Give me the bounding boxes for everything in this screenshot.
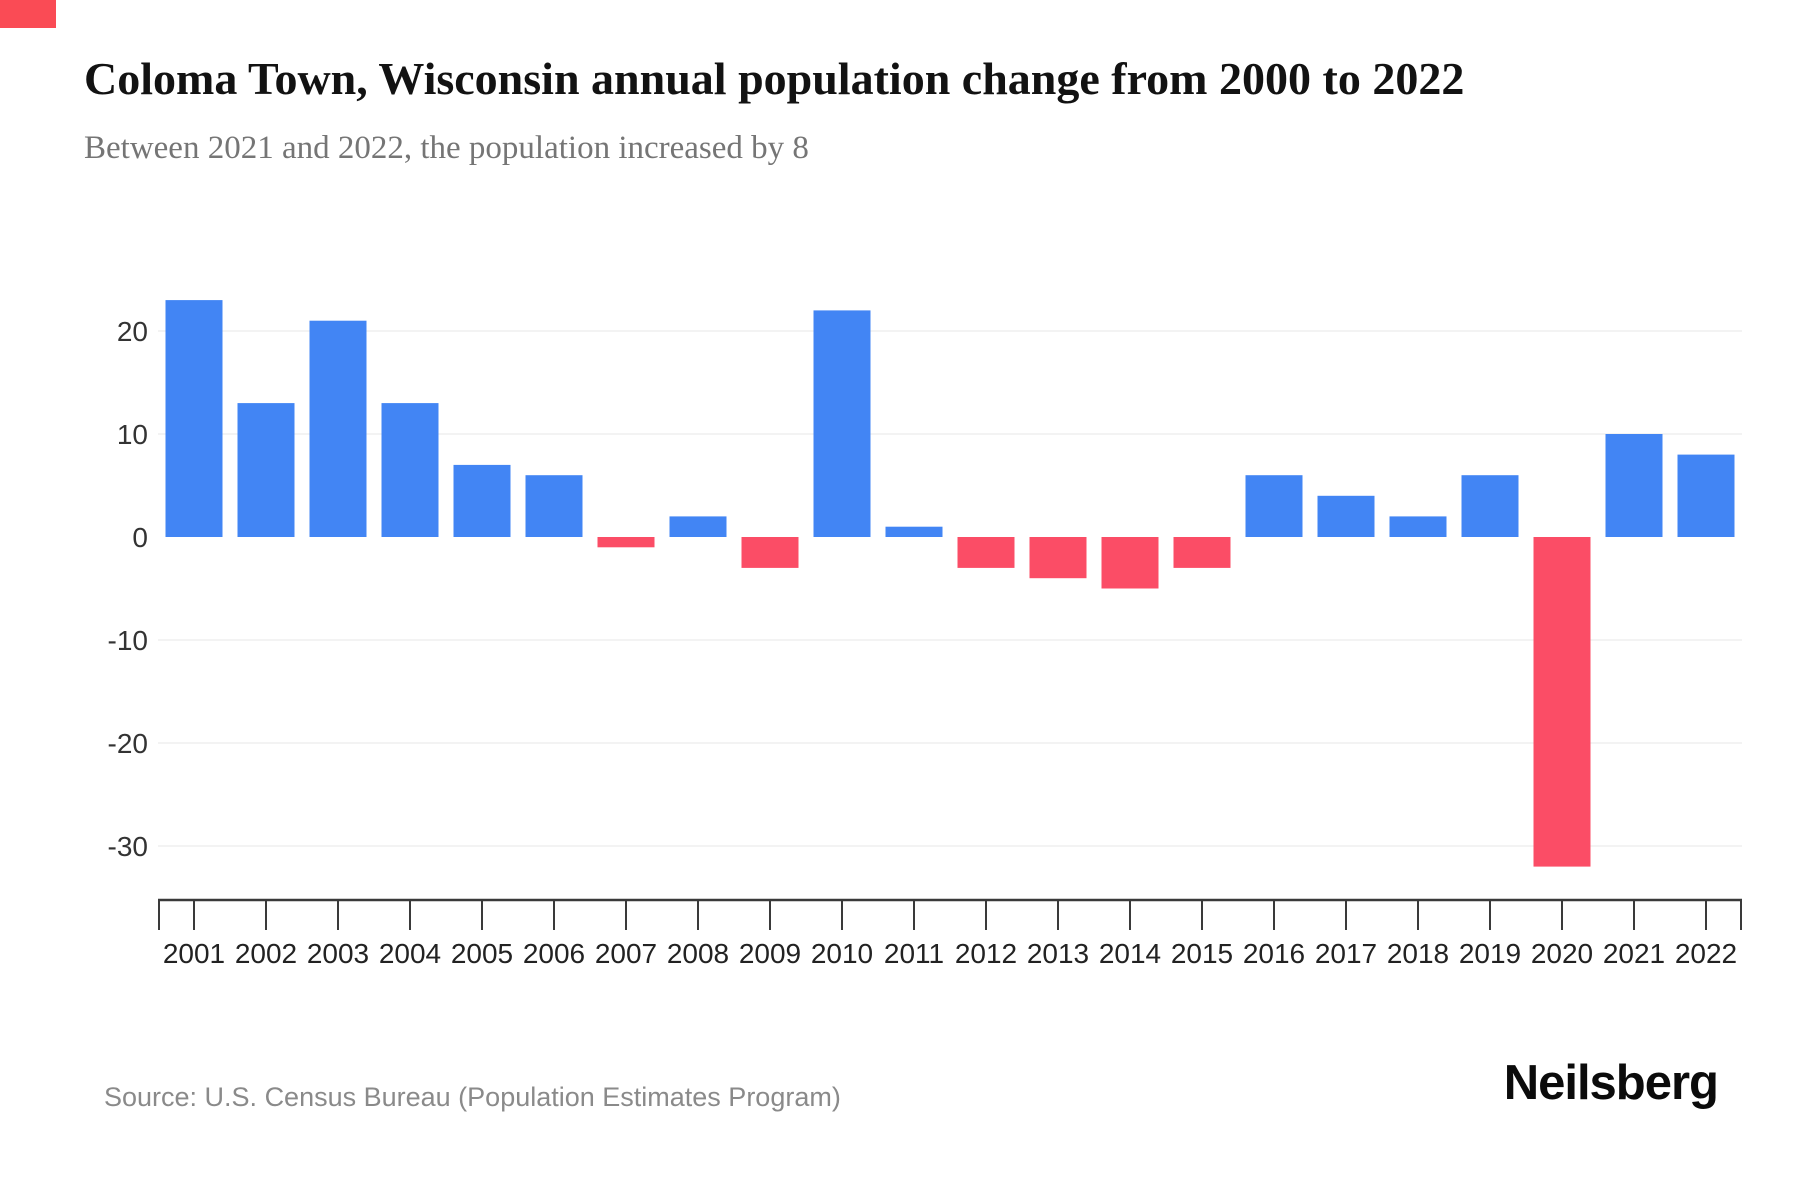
x-tick-label-2010: 2010 (811, 938, 873, 969)
bar-2007[interactable] (597, 537, 655, 548)
x-tick-label-2006: 2006 (523, 938, 585, 969)
recording-indicator (0, 0, 56, 28)
bar-2013[interactable] (1029, 537, 1087, 579)
x-tick-label-2018: 2018 (1387, 938, 1449, 969)
bar-2006[interactable] (525, 475, 583, 537)
y-tick-label--30: -30 (108, 831, 148, 862)
chart-title: Coloma Town, Wisconsin annual population… (84, 53, 1465, 104)
y-tick-label-0: 0 (132, 522, 148, 553)
bar-2021[interactable] (1605, 434, 1663, 537)
y-tick-label--20: -20 (108, 728, 148, 759)
bar-2010[interactable] (813, 310, 871, 537)
x-tick-label-2015: 2015 (1171, 938, 1233, 969)
x-tick-label-2004: 2004 (379, 938, 441, 969)
x-tick-label-2011: 2011 (884, 938, 944, 969)
bar-2011[interactable] (885, 526, 943, 537)
x-tick-label-2009: 2009 (739, 938, 801, 969)
x-tick-label-2021: 2021 (1603, 938, 1665, 969)
bar-2009[interactable] (741, 537, 799, 568)
bar-2015[interactable] (1173, 537, 1231, 568)
bar-2020[interactable] (1533, 537, 1591, 867)
x-tick-label-2017: 2017 (1315, 938, 1377, 969)
source-text: Source: U.S. Census Bureau (Population E… (104, 1082, 841, 1112)
x-tick-label-2020: 2020 (1531, 938, 1593, 969)
x-tick-label-2001: 2001 (163, 938, 225, 969)
bar-2019[interactable] (1461, 475, 1519, 537)
bar-2002[interactable] (237, 403, 295, 537)
bar-2012[interactable] (957, 537, 1015, 568)
x-tick-label-2002: 2002 (235, 938, 297, 969)
x-tick-label-2007: 2007 (595, 938, 657, 969)
neilsberg-logo[interactable]: Neilsberg (1503, 1056, 1719, 1110)
bar-2005[interactable] (453, 464, 511, 537)
bar-2016[interactable] (1245, 475, 1303, 537)
x-tick-label-2019: 2019 (1459, 938, 1521, 969)
bar-2008[interactable] (669, 516, 727, 537)
x-tick-label-2005: 2005 (451, 938, 513, 969)
x-tick-label-2013: 2013 (1027, 938, 1089, 969)
y-tick-label-10: 10 (117, 419, 148, 450)
y-tick-label--10: -10 (108, 625, 148, 656)
bar-2001[interactable] (165, 300, 223, 537)
bar-2004[interactable] (381, 403, 439, 537)
bar-2014[interactable] (1101, 537, 1159, 589)
bar-2018[interactable] (1389, 516, 1447, 537)
x-tick-label-2014: 2014 (1099, 938, 1161, 969)
bar-2017[interactable] (1317, 495, 1375, 537)
y-tick-label-20: 20 (117, 316, 148, 347)
x-tick-label-2016: 2016 (1243, 938, 1305, 969)
x-tick-label-2003: 2003 (307, 938, 369, 969)
x-tick-label-2012: 2012 (955, 938, 1017, 969)
chart-subtitle: Between 2021 and 2022, the population in… (84, 130, 809, 166)
x-tick-label-2008: 2008 (667, 938, 729, 969)
bar-2022[interactable] (1677, 454, 1735, 537)
population-change-bar-chart: 20 10 0 -10 -20 -30 2001 2002 2003 2004 2005 2006 20… (0, 220, 1800, 980)
bar-2003[interactable] (309, 320, 367, 537)
x-tick-label-2022: 2022 (1675, 938, 1737, 969)
